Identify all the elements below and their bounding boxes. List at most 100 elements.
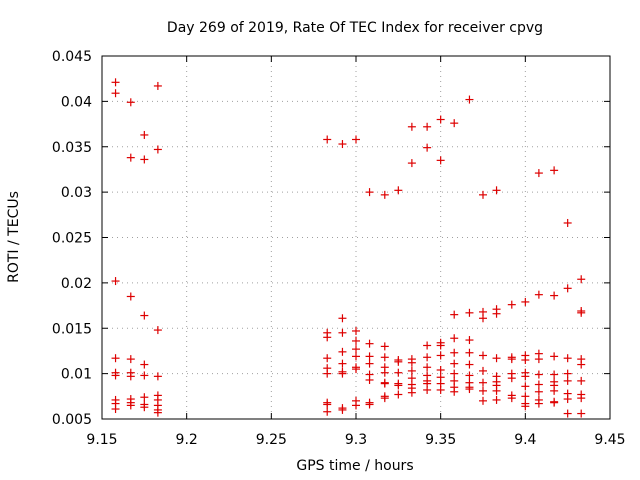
data-point xyxy=(521,356,530,365)
data-point xyxy=(380,379,389,388)
data-point xyxy=(323,400,332,409)
data-point xyxy=(492,186,501,195)
data-point xyxy=(479,190,487,199)
data-point xyxy=(492,395,501,404)
data-point xyxy=(380,368,389,377)
data-point xyxy=(563,376,572,385)
data-point xyxy=(394,357,403,366)
data-point xyxy=(380,394,389,403)
data-point xyxy=(465,336,474,345)
data-point xyxy=(365,375,374,384)
data-point xyxy=(563,218,572,227)
chart-title: Day 269 of 2019, Rate Of TEC Index for r… xyxy=(167,20,543,36)
data-point xyxy=(492,354,501,363)
y-tick-label: 0.01 xyxy=(61,367,92,383)
data-point xyxy=(126,401,135,410)
data-point xyxy=(577,360,586,369)
data-point xyxy=(394,381,403,390)
data-point xyxy=(450,359,459,368)
y-axis-label: ROTI / TECUs xyxy=(6,191,22,283)
data-point xyxy=(465,95,474,104)
data-point xyxy=(365,188,374,197)
data-point xyxy=(534,380,543,389)
data-point xyxy=(465,308,474,317)
data-point xyxy=(153,372,162,381)
data-point xyxy=(534,290,543,299)
data-point xyxy=(126,98,135,107)
data-point xyxy=(323,333,332,342)
x-tick-label: 9.25 xyxy=(256,432,287,448)
y-tick-label: 0.04 xyxy=(61,94,92,110)
data-point xyxy=(352,365,360,374)
data-point xyxy=(365,359,374,368)
x-tick-label: 9.45 xyxy=(594,432,625,448)
data-point xyxy=(577,394,586,403)
data-point xyxy=(153,145,162,154)
data-point xyxy=(140,155,149,164)
data-point xyxy=(534,370,543,379)
data-point xyxy=(338,314,347,323)
data-point xyxy=(407,388,416,397)
y-tick-label: 0.005 xyxy=(52,412,92,428)
data-point xyxy=(436,365,445,374)
y-tick-label: 0.015 xyxy=(52,321,92,337)
data-point xyxy=(492,309,501,318)
data-point xyxy=(563,395,572,404)
data-point xyxy=(563,409,572,418)
data-point xyxy=(450,369,459,378)
data-point xyxy=(365,352,374,361)
data-point xyxy=(479,366,487,375)
data-point xyxy=(550,352,559,361)
data-point xyxy=(338,405,347,414)
x-tick-label: 9.4 xyxy=(514,432,536,448)
plot-area-frame xyxy=(101,55,611,420)
data-point xyxy=(323,354,332,363)
data-point xyxy=(126,355,135,364)
data-point xyxy=(140,393,149,402)
data-point xyxy=(450,334,459,343)
data-point xyxy=(507,374,516,383)
data-point xyxy=(436,341,445,350)
data-point xyxy=(352,401,360,410)
data-point xyxy=(423,353,432,362)
data-point xyxy=(111,277,120,286)
data-point xyxy=(140,403,149,412)
data-point xyxy=(479,386,487,395)
data-point xyxy=(521,392,530,401)
data-point xyxy=(394,368,403,377)
data-point xyxy=(507,355,516,364)
data-point xyxy=(577,409,586,418)
data-point xyxy=(394,390,403,399)
data-point xyxy=(407,366,416,375)
data-point xyxy=(492,386,501,395)
data-point xyxy=(550,370,559,379)
data-point xyxy=(352,326,360,335)
data-point xyxy=(407,358,416,367)
data-point xyxy=(352,336,360,345)
x-tick-labels: 9.15 9.2 9.25 9.3 9.35 9.4 9.45 xyxy=(86,432,625,448)
data-point xyxy=(338,359,347,368)
data-point xyxy=(323,407,332,416)
data-point xyxy=(450,310,459,319)
data-point xyxy=(380,342,389,351)
data-point xyxy=(521,402,530,411)
data-point xyxy=(153,81,162,90)
x-tick-label: 9.15 xyxy=(86,432,117,448)
data-point xyxy=(577,308,586,317)
data-point xyxy=(465,348,474,357)
data-point xyxy=(111,89,120,98)
data-point xyxy=(153,408,162,417)
data-point xyxy=(380,190,389,199)
data-point xyxy=(111,78,120,87)
data-point xyxy=(550,386,559,395)
data-point xyxy=(450,387,459,396)
data-point xyxy=(323,135,332,144)
data-point xyxy=(534,355,543,364)
data-point xyxy=(423,143,432,152)
data-point xyxy=(534,399,543,408)
data-point xyxy=(423,122,432,131)
data-point xyxy=(423,363,432,372)
data-point xyxy=(521,382,530,391)
y-tick-label: 0.03 xyxy=(61,185,92,201)
data-point xyxy=(153,326,162,335)
